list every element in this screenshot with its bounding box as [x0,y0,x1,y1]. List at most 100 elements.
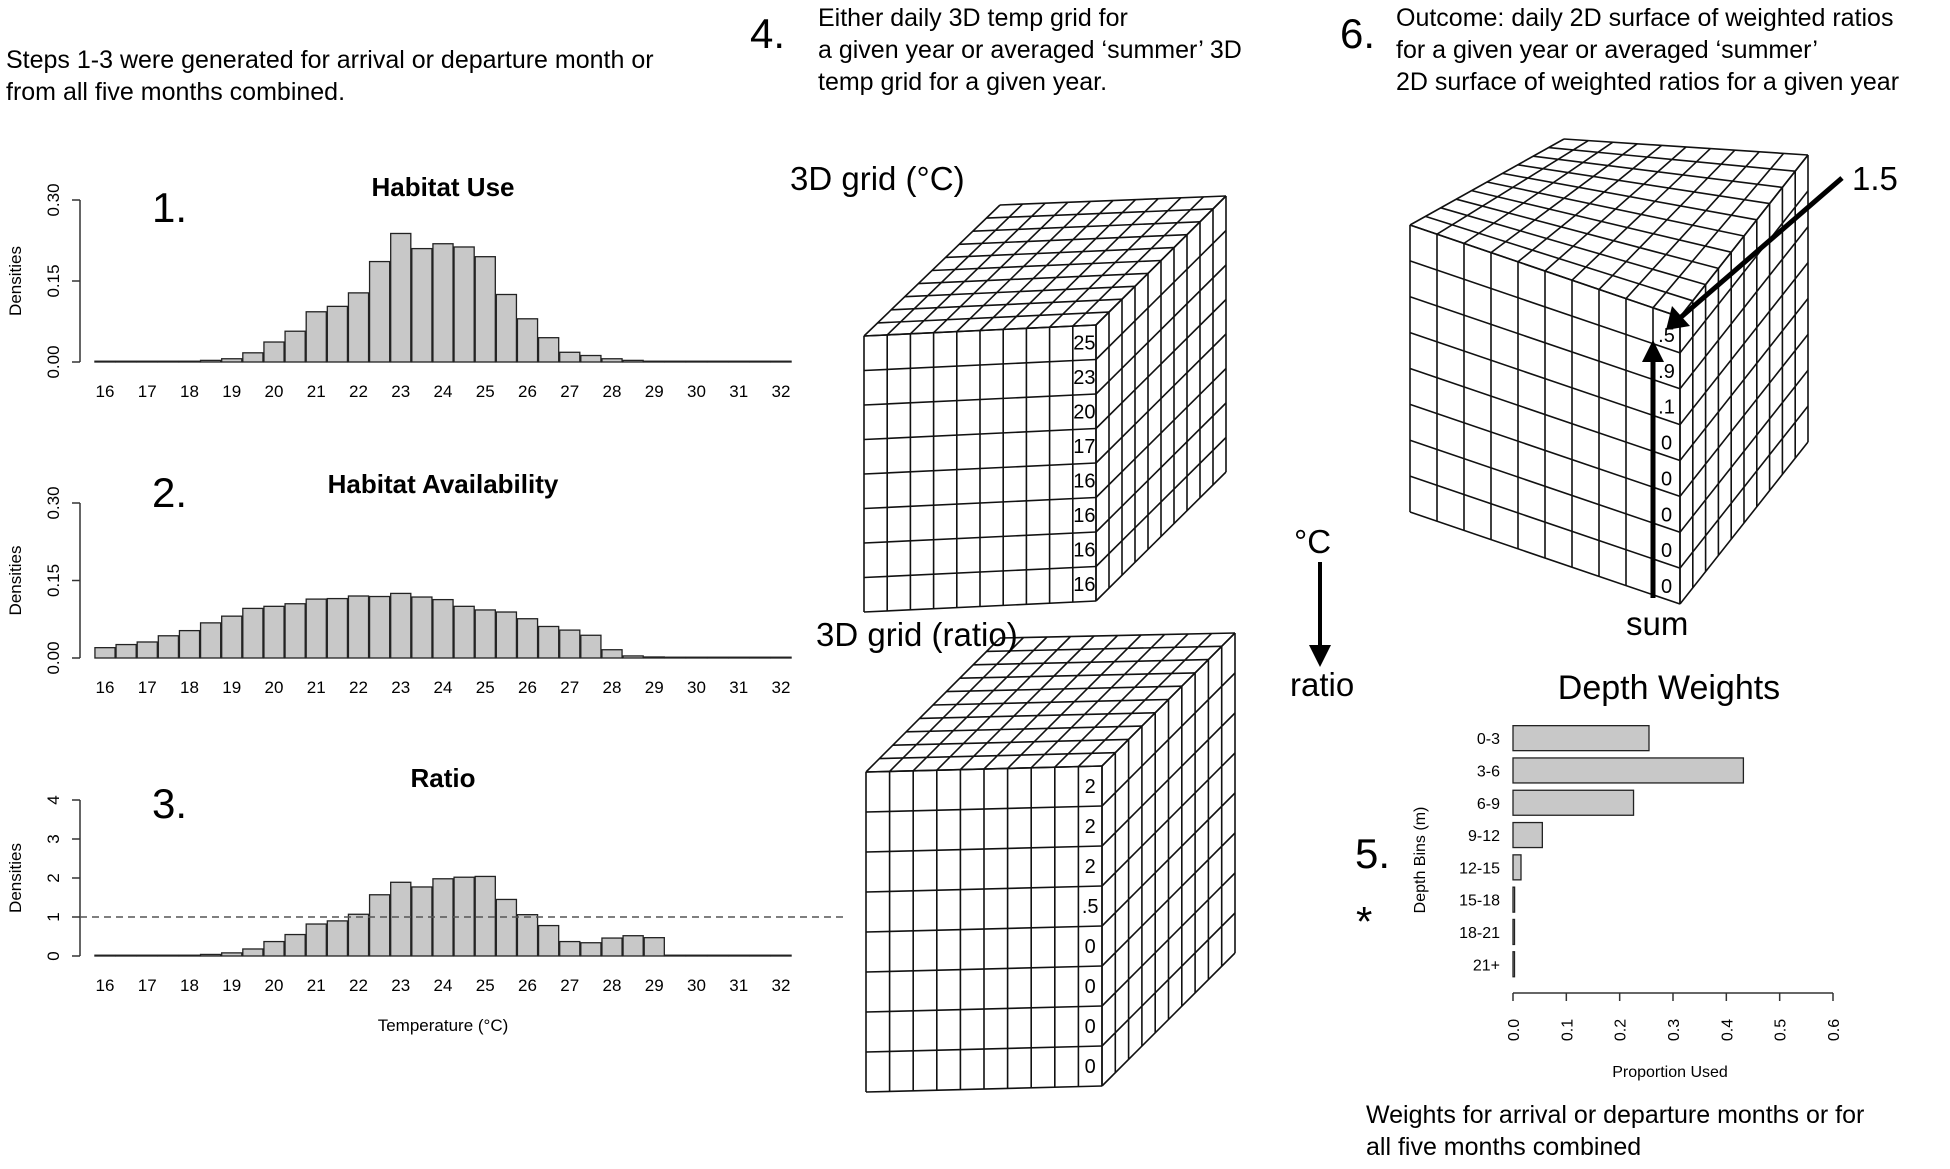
histogram-bar [94,360,116,363]
grid-line [906,725,1142,733]
histogram-bar [199,622,222,659]
histogram-bar [664,360,687,363]
ratio-grid-cube: 2 2 2 .5 0 0 0 0 [865,632,1236,1093]
celsius-to-ratio-arrowhead [1309,645,1331,667]
histogram-bar [368,894,391,957]
x-tick-label: 24 [434,976,453,995]
x-tick-label: 27 [560,678,579,697]
histogram-bar [770,360,792,363]
habitat-availability-chart: Habitat Availability 0.00 0.15 0.30 Densitie… [6,469,792,697]
x-tick-label: 19 [222,678,241,697]
cell-value: 16 [1073,505,1095,527]
histogram-bar [728,360,750,363]
x-tick-label: 17 [138,976,157,995]
histogram-bar [601,937,623,957]
chart-title: Habitat Availability [328,469,559,499]
cell-value: 0 [1661,576,1672,598]
x-tick-label: 30 [687,976,706,995]
cell-value: 0 [1661,504,1672,526]
x-tick-label: 21 [307,678,326,697]
grid-line [1030,633,1166,769]
depth-bar [1512,821,1543,849]
grid-line [1409,367,1681,462]
x-tick-label: 22 [349,382,368,401]
histogram-bar [221,952,243,957]
histogram-bar [242,352,264,363]
depth-bar [1512,789,1635,816]
grid-line [1077,632,1213,768]
chart-title: Ratio [411,763,476,793]
cell-value: 2 [1085,776,1096,798]
histogram-bar [284,933,306,957]
x-tick-label: 0.0 [1506,1019,1523,1041]
grid-line [865,965,1103,973]
weights-note: Weights for arrival or departure months … [1366,1101,1864,1161]
step-6-number: 6. [1340,10,1375,57]
cell-value: 2 [1085,856,1096,878]
x-tick-label: 29 [645,678,664,697]
grid-line [1455,198,1719,270]
total-value-label: 1.5 [1852,160,1898,197]
histogram-bar [326,920,349,957]
depth-bar [1512,725,1650,752]
grid-line [863,496,1097,510]
x-tick-label: 31 [729,678,748,697]
histogram-bar [706,360,729,363]
y-tick-label: 0 [44,951,63,960]
histogram-bar [432,598,454,659]
x-tick-label: 32 [772,678,791,697]
cell-value: 23 [1073,367,1095,389]
x-tick-label: 24 [434,382,453,401]
grid-line [1679,190,1809,354]
x-tick-label: 31 [729,382,748,401]
histogram-bar [537,924,560,957]
cell-value: .9 [1658,361,1675,383]
depth-bin-label: 0-3 [1477,731,1500,748]
x-tick-label: 27 [560,382,579,401]
histogram-bar [559,940,581,957]
x-tick-label: 28 [603,382,622,401]
histogram-bar [580,942,602,957]
cell-value: .1 [1658,397,1675,419]
grid-line [1409,295,1681,390]
cell-value: 0 [1085,976,1096,998]
grid-line [1095,229,1227,361]
x-tick-label: 30 [687,678,706,697]
depth-bar [1512,757,1745,784]
histogram-bar [706,954,729,957]
chart-title: Depth Weights [1558,669,1780,707]
depth-bin-label: 12-15 [1459,860,1500,877]
histogram-bar [516,318,539,363]
grid-line [879,751,1116,760]
histogram-bar [136,641,158,659]
outcome-grid-cube: .5 .9 .1 0 0 0 0 0 [1409,138,1809,605]
histogram-bar [537,625,560,659]
cell-value: 16 [1073,470,1095,492]
histogram-bar [516,914,539,957]
x-tick-label: 30 [687,382,706,401]
grid-line [1486,181,1745,237]
x-tick-label: 21 [307,976,326,995]
histogram-bar [706,656,729,659]
depth-bar [1512,918,1516,946]
grid-line [1571,148,1711,281]
cell-value: 16 [1073,539,1095,561]
grid-line [863,531,1097,544]
grid-line [891,298,1123,311]
step-6-text: Outcome: daily 2D surface of weighted ra… [1396,4,1899,96]
grid-line [904,285,1136,298]
x-tick-label: 19 [222,382,241,401]
histogram-bar [495,898,518,957]
grid-line [1101,632,1236,767]
x-tick-label: 20 [265,976,284,995]
histogram-bar [199,359,222,363]
grid-line [877,311,1110,324]
histogram-bar [622,935,644,957]
histogram-bar [305,598,327,659]
grid-line [1409,260,1681,354]
histogram-bar [685,656,708,659]
y-axis-label: Densities [6,546,25,616]
grid-line [1095,195,1227,326]
x-tick-label: 32 [772,382,791,401]
x-tick-label: 0.2 [1613,1019,1630,1041]
